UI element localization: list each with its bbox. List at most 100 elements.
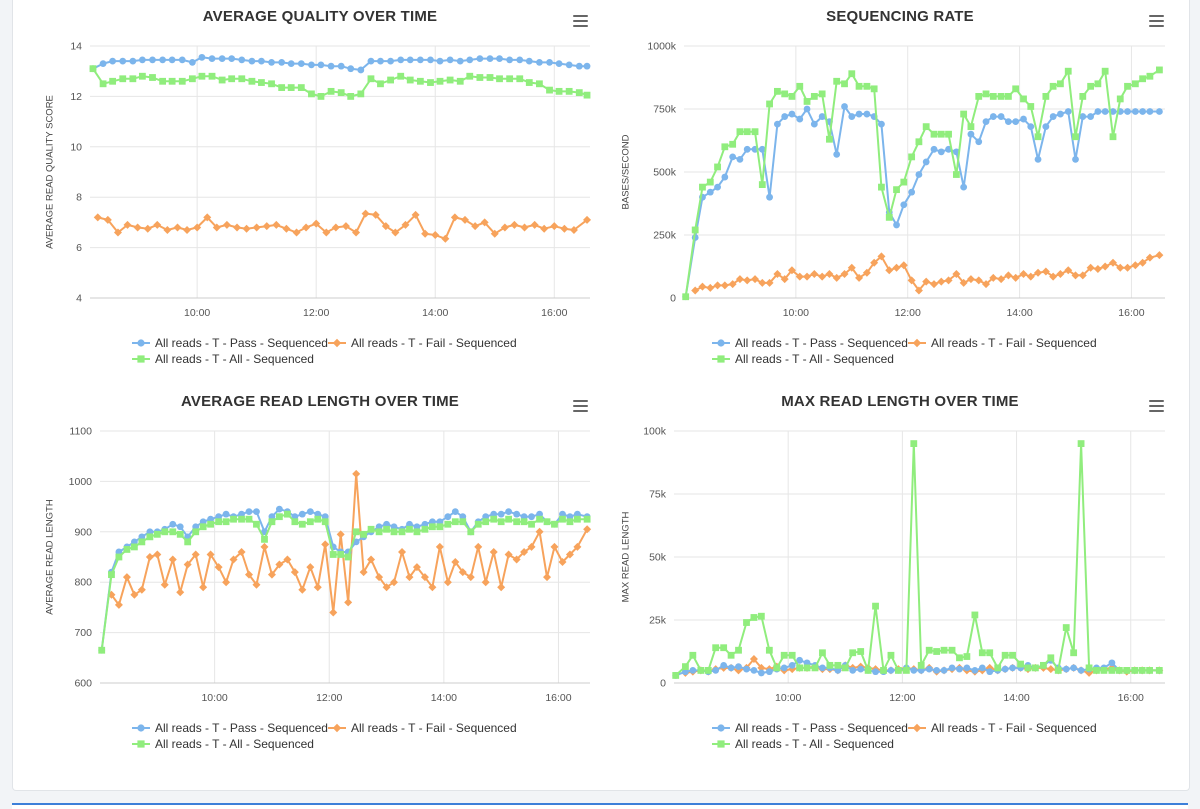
data-point[interactable]: [774, 87, 781, 95]
data-point[interactable]: [306, 563, 315, 572]
data-point[interactable]: [327, 62, 335, 70]
data-point[interactable]: [1034, 133, 1042, 141]
data-point[interactable]: [930, 145, 938, 153]
data-point[interactable]: [416, 77, 424, 85]
data-point[interactable]: [720, 281, 729, 290]
data-point[interactable]: [1011, 273, 1020, 282]
data-point[interactable]: [168, 56, 176, 64]
data-point[interactable]: [387, 76, 394, 84]
data-point[interactable]: [750, 614, 758, 621]
data-point[interactable]: [855, 273, 864, 282]
data-point[interactable]: [872, 668, 879, 676]
data-point[interactable]: [555, 87, 563, 95]
data-point[interactable]: [123, 220, 132, 229]
data-point[interactable]: [952, 270, 961, 279]
data-point[interactable]: [146, 533, 154, 541]
data-point[interactable]: [138, 56, 146, 64]
data-point[interactable]: [922, 158, 930, 166]
data-point[interactable]: [497, 510, 505, 518]
data-point[interactable]: [689, 651, 697, 659]
data-point[interactable]: [720, 661, 728, 669]
data-point[interactable]: [1012, 118, 1020, 125]
data-point[interactable]: [997, 93, 1005, 100]
data-point[interactable]: [278, 84, 286, 91]
data-point[interactable]: [387, 57, 394, 65]
data-point[interactable]: [347, 93, 355, 100]
data-point[interactable]: [298, 585, 307, 594]
data-point[interactable]: [781, 90, 789, 98]
data-point[interactable]: [248, 77, 256, 85]
data-point[interactable]: [444, 520, 452, 528]
data-point[interactable]: [780, 651, 788, 659]
data-point[interactable]: [910, 667, 918, 674]
data-point[interactable]: [237, 547, 246, 556]
data-point[interactable]: [1001, 665, 1009, 673]
data-point[interactable]: [461, 215, 469, 224]
data-point[interactable]: [520, 547, 529, 556]
data-point[interactable]: [471, 222, 480, 231]
data-point[interactable]: [887, 651, 895, 659]
data-point[interactable]: [535, 527, 544, 536]
data-point[interactable]: [546, 58, 553, 66]
data-point[interactable]: [727, 651, 735, 659]
data-point[interactable]: [436, 523, 444, 531]
data-point[interactable]: [446, 56, 454, 64]
data-point[interactable]: [870, 85, 878, 93]
data-point[interactable]: [1145, 253, 1154, 262]
data-point[interactable]: [398, 547, 407, 556]
data-point[interactable]: [727, 664, 735, 672]
data-point[interactable]: [765, 646, 773, 654]
data-point[interactable]: [222, 510, 230, 518]
data-point[interactable]: [795, 272, 804, 281]
data-point[interactable]: [758, 145, 766, 153]
data-point[interactable]: [751, 275, 760, 284]
data-point[interactable]: [272, 220, 281, 229]
data-point[interactable]: [1087, 82, 1095, 90]
data-point[interactable]: [302, 223, 311, 232]
data-point[interactable]: [317, 93, 325, 100]
data-point[interactable]: [436, 57, 444, 65]
data-point[interactable]: [757, 663, 766, 672]
data-point[interactable]: [382, 583, 391, 592]
legend-marker[interactable]: [912, 338, 922, 348]
data-point[interactable]: [336, 530, 345, 539]
data-point[interactable]: [818, 272, 827, 281]
data-point[interactable]: [575, 89, 583, 97]
legend-marker[interactable]: [717, 724, 725, 732]
data-point[interactable]: [922, 277, 931, 286]
data-point[interactable]: [885, 213, 893, 221]
data-point[interactable]: [406, 56, 414, 64]
data-point[interactable]: [940, 646, 948, 654]
data-point[interactable]: [1146, 72, 1154, 80]
legend-item[interactable]: All reads - T - Fail - Sequenced: [908, 336, 1097, 350]
legend-marker[interactable]: [912, 723, 922, 733]
data-point[interactable]: [565, 87, 573, 95]
data-point[interactable]: [466, 56, 474, 64]
data-point[interactable]: [1042, 123, 1050, 131]
data-point[interactable]: [743, 145, 751, 153]
data-point[interactable]: [565, 61, 573, 69]
data-point[interactable]: [560, 224, 569, 233]
data-point[interactable]: [952, 171, 960, 178]
data-point[interactable]: [1085, 664, 1093, 672]
data-point[interactable]: [704, 667, 712, 674]
data-point[interactable]: [275, 513, 283, 521]
data-point[interactable]: [153, 530, 161, 538]
data-point[interactable]: [810, 93, 818, 100]
data-point[interactable]: [721, 143, 729, 151]
data-point[interactable]: [208, 72, 216, 80]
data-point[interactable]: [367, 555, 376, 564]
data-point[interactable]: [986, 649, 994, 657]
data-point[interactable]: [176, 530, 184, 538]
data-point[interactable]: [168, 555, 177, 564]
data-point[interactable]: [551, 520, 558, 528]
data-point[interactable]: [375, 573, 384, 582]
data-point[interactable]: [238, 56, 246, 64]
data-point[interactable]: [887, 667, 895, 674]
data-point[interactable]: [565, 550, 574, 559]
data-point[interactable]: [1139, 108, 1147, 115]
data-point[interactable]: [583, 215, 592, 224]
data-point[interactable]: [411, 210, 420, 219]
data-point[interactable]: [1019, 270, 1028, 279]
data-point[interactable]: [937, 148, 945, 156]
